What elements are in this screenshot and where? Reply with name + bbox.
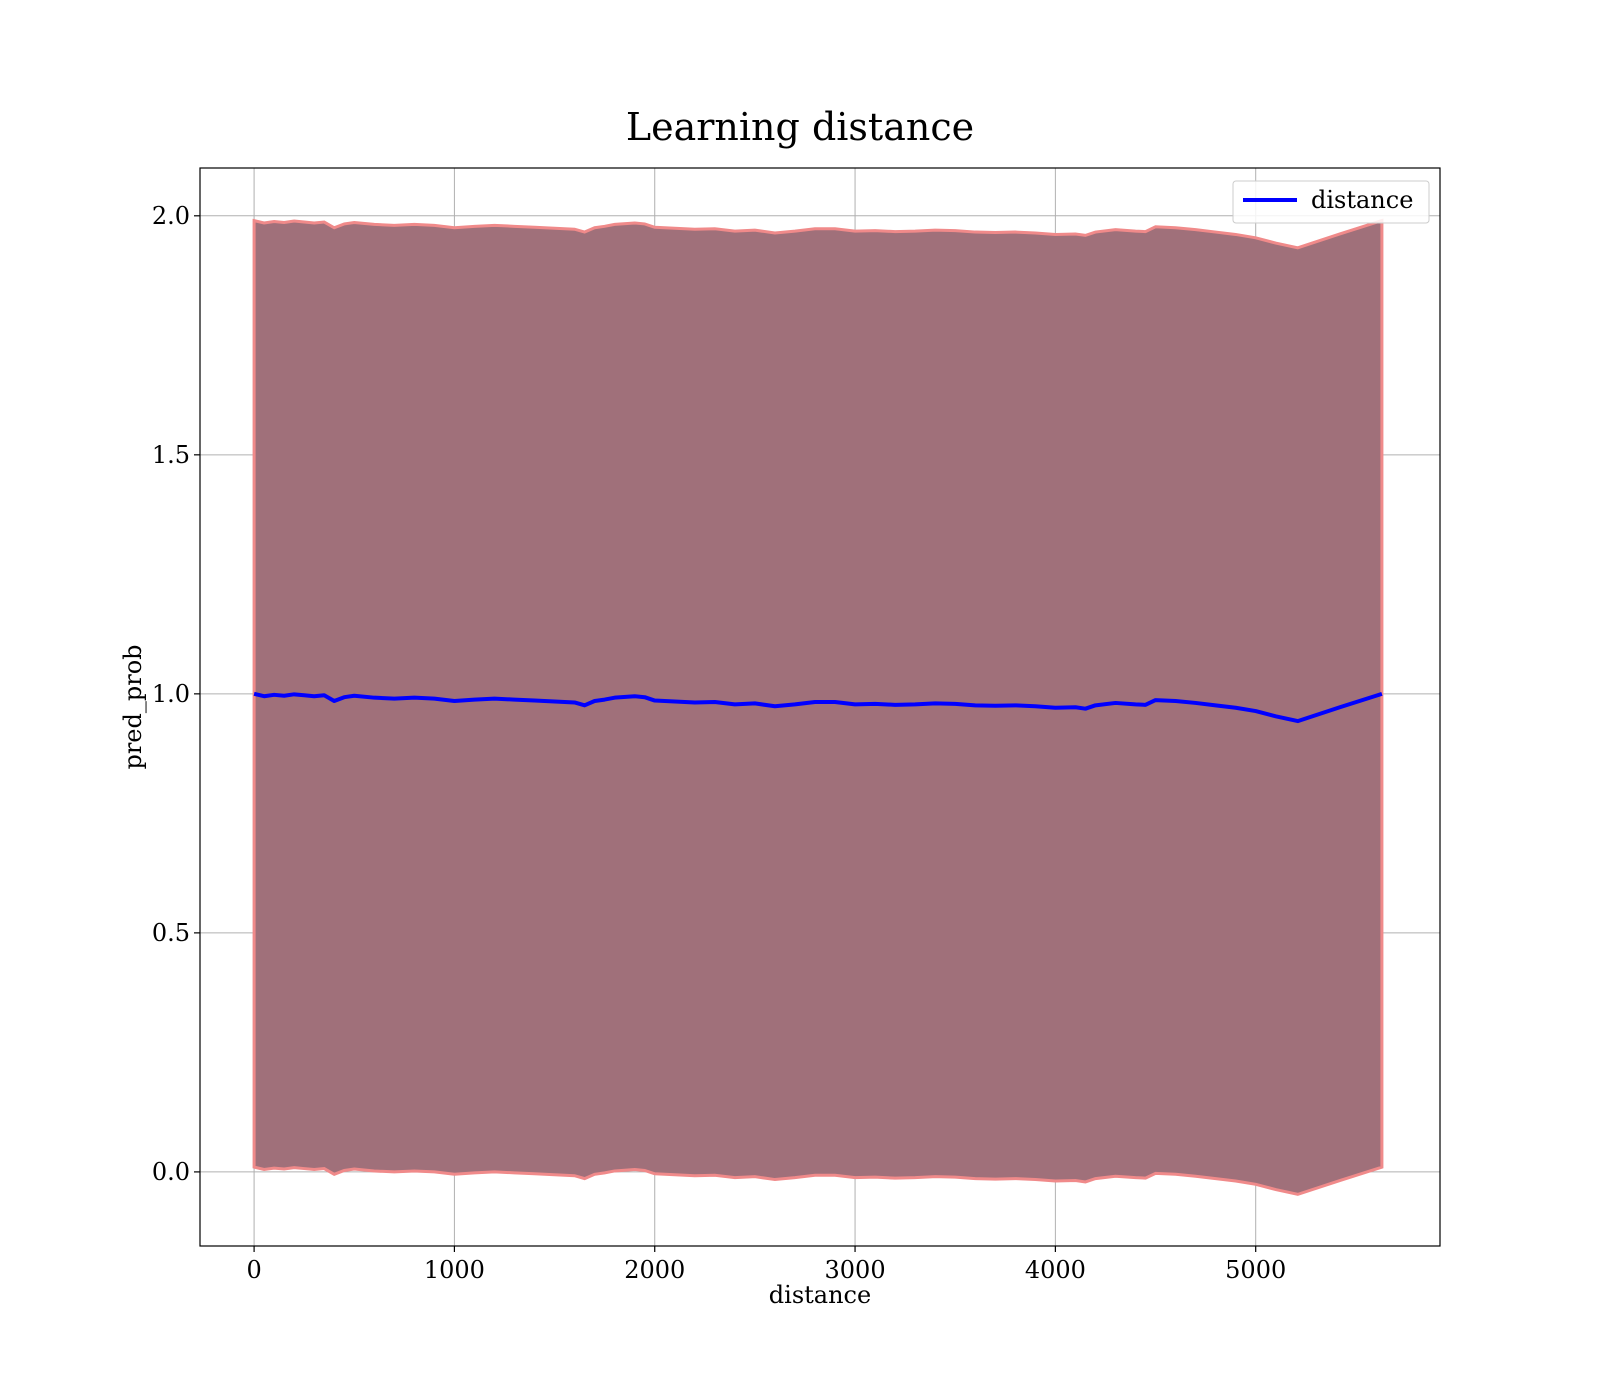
x-axis-label: distance [769, 1281, 871, 1309]
plot-frame [199, 167, 1441, 1247]
legend-box [1232, 180, 1430, 224]
chart-title: Learning distance [626, 105, 974, 149]
y-tick-label: 1.5 [152, 441, 190, 469]
x-tick-label: 2000 [624, 1256, 685, 1284]
y-tick-label: 0.5 [152, 919, 190, 947]
y-axis-label: pred_prob [119, 644, 147, 769]
x-tick-label: 3000 [825, 1256, 886, 1284]
y-tick-label: 0.0 [152, 1158, 190, 1186]
legend: distance [1232, 180, 1430, 224]
y-tick-label: 1.0 [152, 680, 190, 708]
band-area [252, 218, 1384, 1196]
y-tick-label: 2.0 [152, 202, 190, 230]
y-axis-ticks: 0.0 0.5 1.0 1.5 2.0 [152, 202, 200, 1186]
x-tick-label: 4000 [1025, 1256, 1086, 1284]
x-tick-label: 1000 [424, 1256, 485, 1284]
x-tick-label: 0 [246, 1256, 261, 1284]
series-lines [253, 691, 1383, 724]
series-line-distance [253, 691, 1383, 724]
x-axis-ticks: 0 1000 2000 3000 4000 5000 [246, 1246, 1286, 1284]
legend-label: distance [1311, 186, 1413, 214]
uncertainty-band [252, 218, 1384, 1196]
x-tick-label: 5000 [1225, 1256, 1286, 1284]
